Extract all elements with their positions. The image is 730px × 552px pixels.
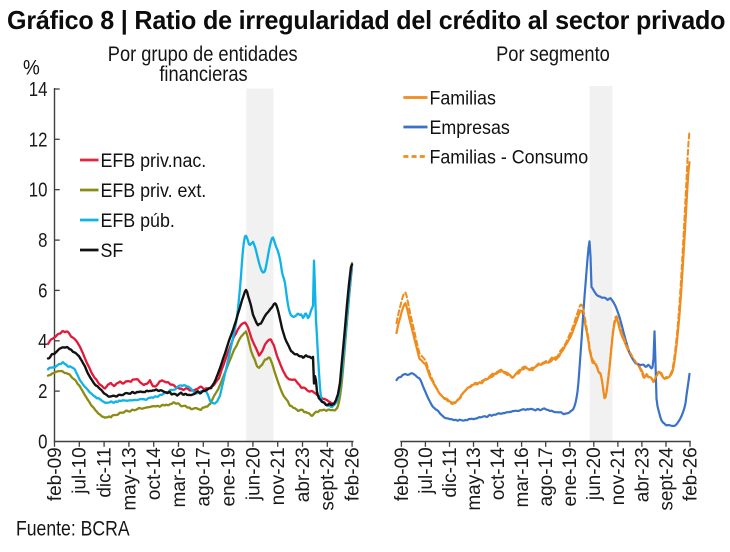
svg-text:feb-26: feb-26 [680,447,701,501]
svg-text:jun-20: jun-20 [584,447,605,501]
svg-text:SF: SF [100,239,123,261]
svg-text:dic-11: dic-11 [95,447,116,497]
svg-text:mar-16: mar-16 [169,447,190,507]
svg-text:jul-10: jul-10 [70,447,91,494]
svg-text:EFB priv. ext.: EFB priv. ext. [100,179,206,201]
svg-text:nov-21: nov-21 [608,447,629,505]
svg-text:EFB púb.: EFB púb. [100,209,174,231]
svg-text:6: 6 [38,279,47,302]
svg-text:2: 2 [38,380,47,403]
svg-text:ago-17: ago-17 [536,447,557,506]
svg-text:oct-14: oct-14 [488,447,509,500]
svg-text:mar-16: mar-16 [512,447,533,507]
svg-text:may-13: may-13 [464,447,485,510]
svg-text:Empresas: Empresas [429,116,509,138]
svg-text:%: % [23,57,40,80]
svg-text:dic-11: dic-11 [440,447,461,497]
svg-text:jun-20: jun-20 [243,447,264,501]
svg-text:ago-17: ago-17 [194,447,215,506]
svg-text:jul-10: jul-10 [416,447,437,494]
svg-text:nov-21: nov-21 [268,447,289,505]
svg-text:sept-24: sept-24 [318,447,339,511]
svg-text:ene-19: ene-19 [219,447,240,506]
svg-text:abr-23: abr-23 [632,447,653,502]
svg-text:financieras: financieras [159,63,247,86]
svg-text:ene-19: ene-19 [560,447,581,506]
svg-text:Familias: Familias [429,87,495,109]
svg-text:Por segmento: Por segmento [496,43,610,66]
svg-text:Fuente: BCRA: Fuente: BCRA [16,517,130,541]
svg-text:oct-14: oct-14 [144,447,165,500]
svg-text:8: 8 [38,229,47,252]
svg-text:0: 0 [38,430,47,453]
svg-text:10: 10 [29,178,48,201]
svg-text:may-13: may-13 [119,447,140,510]
svg-text:feb-09: feb-09 [392,447,413,501]
svg-text:Familias - Consumo: Familias - Consumo [429,146,588,168]
svg-text:abr-23: abr-23 [293,447,314,502]
svg-text:Por grupo de entidades: Por grupo de entidades [108,43,298,66]
svg-text:feb-26: feb-26 [343,447,364,501]
svg-text:feb-09: feb-09 [45,447,66,501]
svg-text:EFB priv.nac.: EFB priv.nac. [100,149,206,171]
svg-text:sept-24: sept-24 [656,447,677,511]
svg-text:14: 14 [29,78,48,101]
svg-text:4: 4 [38,329,47,352]
svg-text:12: 12 [29,128,48,151]
